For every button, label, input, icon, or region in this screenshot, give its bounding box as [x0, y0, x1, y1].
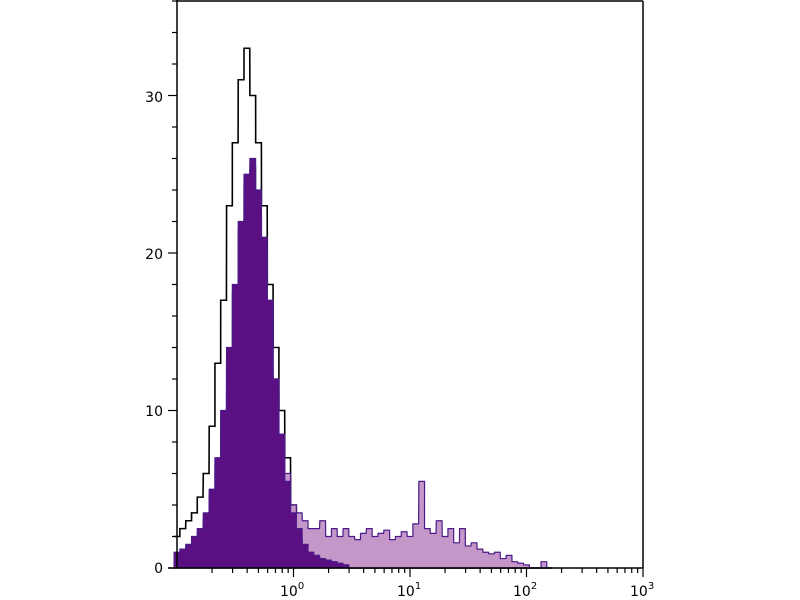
- series-layer: [173, 47, 554, 569]
- x-tick-label: 103: [630, 581, 654, 600]
- ticks-layer: [168, 0, 644, 577]
- x-tick-label: 100: [280, 581, 304, 600]
- x-tick-label: 101: [397, 581, 421, 600]
- y-tick-label: 20: [145, 247, 163, 263]
- y-tick-label: 30: [145, 90, 163, 106]
- labels-layer: 0 10 20 30 100 101 102 103: [145, 90, 654, 600]
- y-tick-label: 10: [145, 404, 163, 420]
- y-tick-label: 0: [154, 561, 163, 577]
- x-tick-label: 102: [513, 581, 537, 600]
- series-3-histogram: [173, 157, 554, 569]
